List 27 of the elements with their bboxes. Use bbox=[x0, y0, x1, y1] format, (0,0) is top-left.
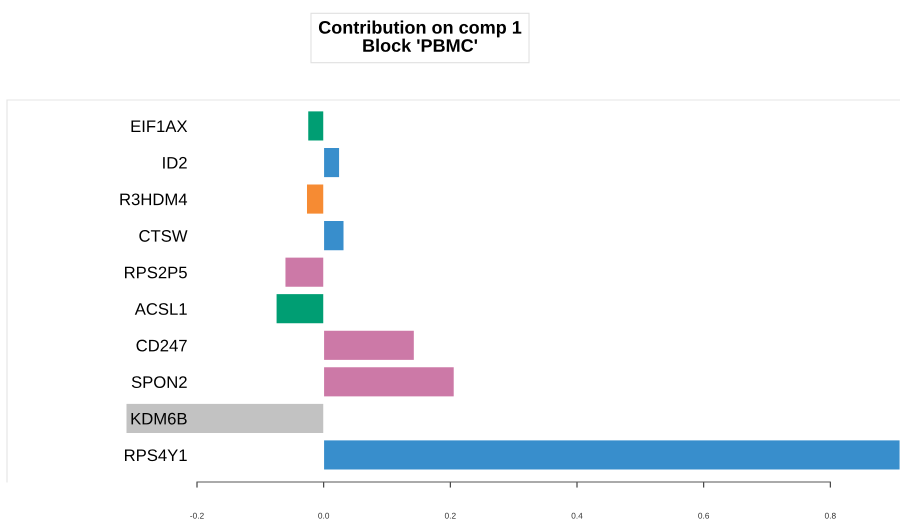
bar bbox=[306, 184, 324, 214]
x-tick-label: 0.6 bbox=[698, 512, 710, 519]
y-tick-label: R3HDM4 bbox=[120, 193, 188, 206]
y-tick-label: KDM6B bbox=[132, 412, 187, 425]
bar bbox=[126, 402, 324, 434]
y-tick-label: ID2 bbox=[163, 156, 187, 169]
bar bbox=[323, 366, 455, 398]
bar bbox=[284, 256, 324, 288]
y-tick-label: SPON2 bbox=[132, 376, 187, 388]
x-tick-label: 0.2 bbox=[444, 512, 456, 519]
y-tick-label: CTSW bbox=[139, 230, 188, 242]
x-tick-label: 0.4 bbox=[572, 512, 583, 519]
y-tick-label: EIF1AX bbox=[131, 120, 188, 132]
bar bbox=[323, 147, 340, 178]
chart-title: Contribution on comp 1 Block 'PBMC' bbox=[318, 20, 522, 52]
bar bbox=[323, 440, 900, 470]
x-tick-label: 0.8 bbox=[824, 512, 836, 519]
y-tick-label: ACSL1 bbox=[134, 303, 187, 315]
bar bbox=[323, 220, 344, 252]
bar bbox=[307, 110, 324, 142]
y-tick-label: RPS4Y1 bbox=[125, 449, 187, 462]
y-tick-label: RPS2P5 bbox=[125, 266, 187, 278]
y-tick-label: CD247 bbox=[136, 340, 187, 352]
bar bbox=[276, 293, 324, 324]
x-tick-label: 0.0 bbox=[318, 512, 330, 519]
bar bbox=[323, 330, 415, 361]
x-tick-label: -0.2 bbox=[190, 512, 204, 519]
